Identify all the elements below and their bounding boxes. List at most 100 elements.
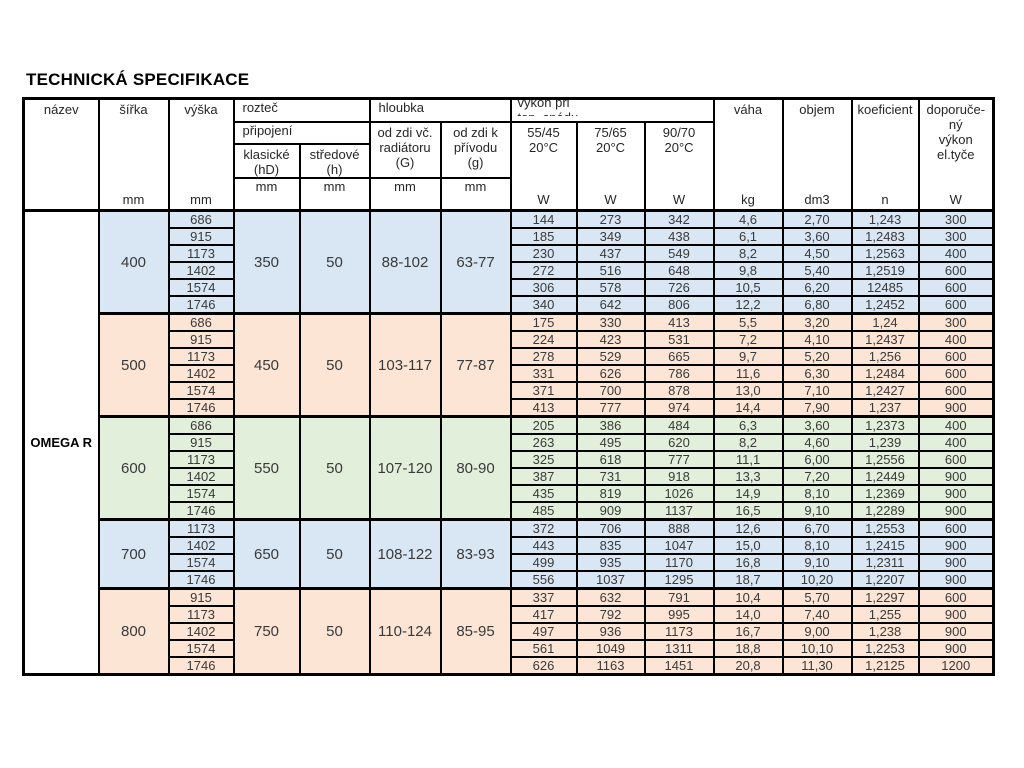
cell-vaha: 4,6 xyxy=(712,209,784,229)
col-header-roztec: rozteč xyxy=(232,97,371,123)
cell-power-7565: 516 xyxy=(575,261,646,280)
cell-vyska: 1746 xyxy=(167,570,235,590)
cell-objem: 11,30 xyxy=(781,656,853,676)
cell-objem: 6,70 xyxy=(781,518,853,538)
table-row: 1746 485 909 1137 16,5 9,10 1,2289 900 xyxy=(24,501,995,521)
cell-stredove-group: 50 xyxy=(298,209,371,315)
col-header-doporuceny: doporuče- ný výkon el.tyče W xyxy=(917,97,995,212)
page: TECHNICKÁ SPECIFIKACE název šířka mm výš… xyxy=(22,70,996,676)
cell-sirka-group: 500 xyxy=(97,312,170,418)
table-row: OMEGA R 400 686 350 50 88-102 63-77 144 273 342 4,… xyxy=(22,209,995,676)
col-header-hloubka: hloubka xyxy=(368,97,512,123)
col-header-nazev-label: název xyxy=(43,102,79,117)
table-row: 1173 278 529 665 9,7 5,20 1,256 600 xyxy=(24,347,995,366)
cell-objem: 3,60 xyxy=(781,227,853,246)
cell-hloubka-g2-group: 80-90 xyxy=(439,415,512,521)
cell-power-7565: 437 xyxy=(575,244,646,263)
cell-doporuceny: 900 xyxy=(917,605,995,624)
cell-vaha: 14,9 xyxy=(712,484,784,503)
cell-doporuceny: 900 xyxy=(917,484,995,503)
cell-objem: 4,50 xyxy=(781,244,853,263)
col-header-pripojeni: připojení xyxy=(232,120,371,145)
table-row: 700 1173 650 50 108-122 83-93 372 706 888 12,6 6,7… xyxy=(24,518,995,590)
cell-power-5545: 556 xyxy=(509,570,578,590)
col-header-vaha-unit: kg xyxy=(741,192,755,207)
cell-objem: 3,20 xyxy=(781,312,853,332)
cell-power-5545: 325 xyxy=(509,450,578,469)
cell-vaha: 12,6 xyxy=(712,518,784,538)
table-row: 915 224 423 531 7,2 4,10 1,2437 400 xyxy=(24,330,995,349)
table-row: 1402 497 936 1173 16,7 9,00 1,238 900 xyxy=(24,622,995,641)
cell-power-9070: 974 xyxy=(643,398,715,418)
col-header-sirka-unit: mm xyxy=(122,192,145,207)
cell-vyska: 1173 xyxy=(167,518,235,538)
cell-power-5545: 413 xyxy=(509,398,578,418)
cell-power-5545: 278 xyxy=(509,347,578,366)
cell-doporuceny: 1200 xyxy=(917,656,995,676)
cell-vaha: 18,7 xyxy=(712,570,784,590)
cell-vaha: 18,8 xyxy=(712,639,784,658)
cell-power-9070: 648 xyxy=(643,261,715,280)
cell-objem: 9,10 xyxy=(781,553,853,572)
table-row: 1746 626 1163 1451 20,8 11,30 1,2125 1200 xyxy=(24,656,995,676)
cell-doporuceny: 600 xyxy=(917,261,995,280)
col-header-temp-7565-label: 75/65 20°C xyxy=(594,124,627,155)
table-row: 500 686 450 50 103-117 77-87 175 330 413 5,5 3,20 1… xyxy=(24,312,995,418)
cell-power-7565: 423 xyxy=(575,330,646,349)
unit-od-zdi-vc: mm xyxy=(368,176,442,212)
cell-power-5545: 626 xyxy=(509,656,578,676)
cell-power-7565: 935 xyxy=(575,553,646,572)
cell-klasicke-group: 350 xyxy=(232,209,301,315)
cell-doporuceny: 400 xyxy=(917,244,995,263)
cell-power-9070: 342 xyxy=(643,209,715,229)
cell-vyska: 1574 xyxy=(167,553,235,572)
spec-table: název šířka mm výška mm rozteč hloubka v… xyxy=(22,97,996,676)
cell-power-5545: 224 xyxy=(509,330,578,349)
cell-koeficient: 1,2289 xyxy=(850,501,920,521)
cell-doporuceny: 600 xyxy=(917,347,995,366)
table-row: 600 686 550 50 107-120 80-90 205 386 484 6,3 3,60 1… xyxy=(24,415,995,521)
cell-power-9070: 777 xyxy=(643,450,715,469)
cell-stredove-group: 50 xyxy=(298,587,371,676)
cell-vaha: 11,6 xyxy=(712,364,784,383)
cell-power-9070: 1026 xyxy=(643,484,715,503)
cell-hloubka-g-group: 108-122 xyxy=(368,518,442,590)
cell-power-7565: 529 xyxy=(575,347,646,366)
cell-koeficient: 1,255 xyxy=(850,605,920,624)
cell-doporuceny: 600 xyxy=(917,295,995,315)
cell-vyska: 686 xyxy=(167,415,235,435)
cell-objem: 5,40 xyxy=(781,261,853,280)
cell-objem: 6,30 xyxy=(781,364,853,383)
cell-vaha: 12,2 xyxy=(712,295,784,315)
col-header-sirka: šířka mm xyxy=(97,97,170,212)
cell-vaha: 7,2 xyxy=(712,330,784,349)
cell-power-5545: 185 xyxy=(509,227,578,246)
cell-objem: 8,10 xyxy=(781,484,853,503)
table-row: 1746 340 642 806 12,2 6,80 1,2452 600 xyxy=(24,295,995,315)
cell-vyska: 915 xyxy=(167,587,235,607)
cell-power-7565: 835 xyxy=(575,536,646,555)
cell-vyska: 1402 xyxy=(167,536,235,555)
cell-power-5545: 499 xyxy=(509,553,578,572)
cell-sirka-group: 600 xyxy=(97,415,170,521)
col-header-objem-label: objem xyxy=(799,102,835,117)
cell-sirka-group: 800 xyxy=(97,587,170,676)
cell-vyska: 1746 xyxy=(167,398,235,418)
col-header-nazev: název xyxy=(22,97,100,212)
col-header-vykon-label: výkon při tep. spádu xyxy=(517,98,579,117)
cell-power-7565: 578 xyxy=(575,278,646,297)
col-header-vyska-unit: mm xyxy=(190,192,212,207)
cell-power-9070: 1451 xyxy=(643,656,715,676)
table-row: 1574 499 935 1170 16,8 9,10 1,2311 900 xyxy=(24,553,995,572)
cell-power-5545: 306 xyxy=(509,278,578,297)
col-header-temp-7565: 75/65 20°C W xyxy=(575,120,646,212)
col-header-stredove-label: středové (h) xyxy=(309,146,360,177)
col-header-sirka-label: šířka xyxy=(119,102,148,117)
cell-vaha: 6,1 xyxy=(712,227,784,246)
cell-vaha: 14,4 xyxy=(712,398,784,418)
cell-doporuceny: 900 xyxy=(917,570,995,590)
cell-vyska: 1574 xyxy=(167,381,235,400)
cell-koeficient: 1,2369 xyxy=(850,484,920,503)
cell-hloubka-g-group: 107-120 xyxy=(368,415,442,521)
cell-objem: 10,10 xyxy=(781,639,853,658)
